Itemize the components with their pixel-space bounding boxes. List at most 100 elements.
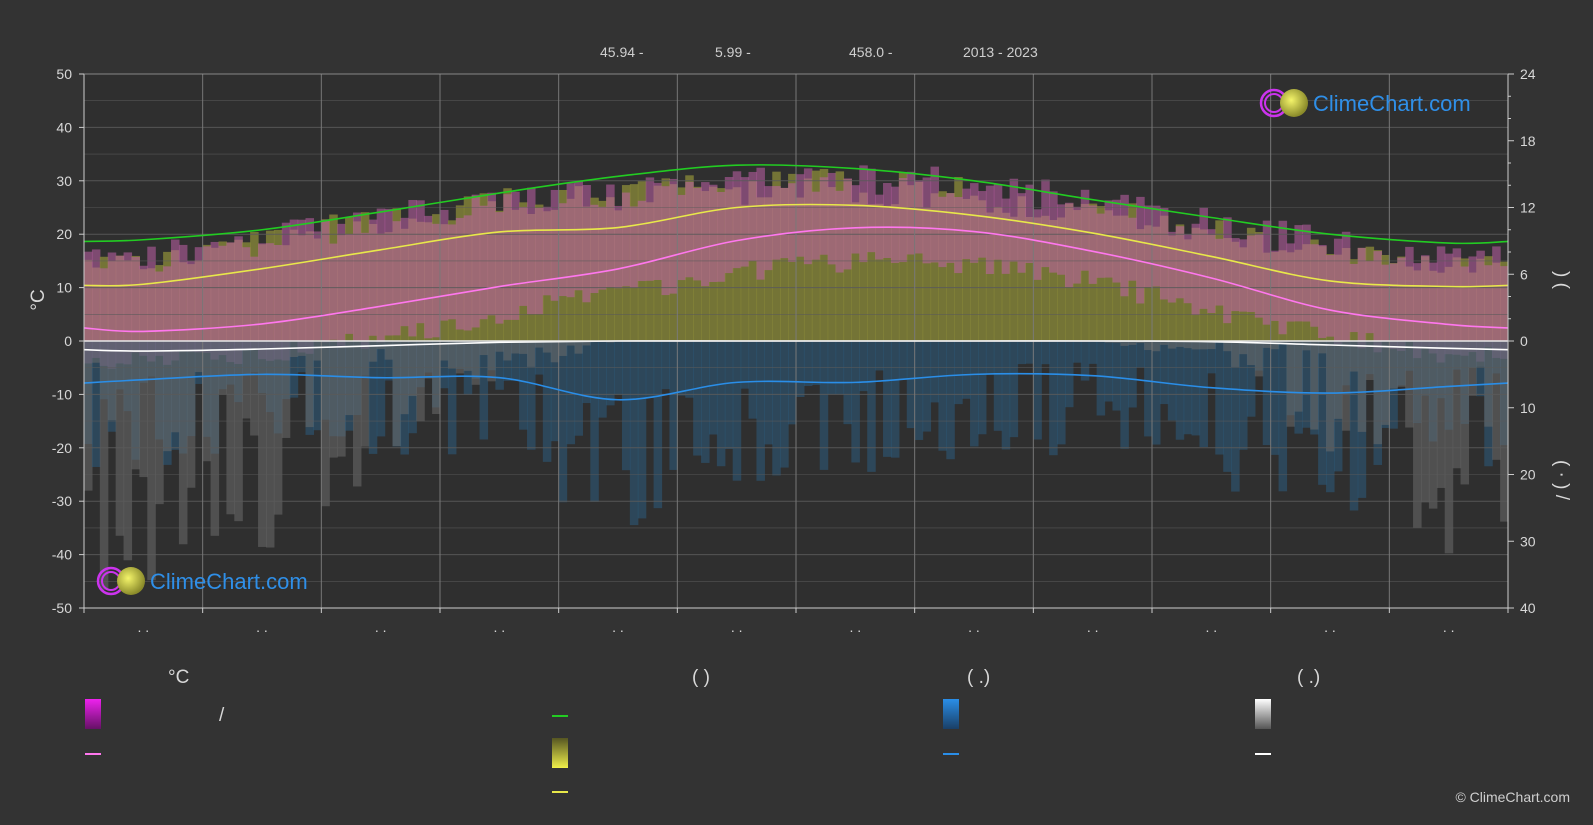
snow-column — [1444, 341, 1454, 554]
temp-range-column — [1215, 238, 1224, 306]
temp-range-column — [914, 180, 924, 254]
temp-range-column — [1333, 238, 1343, 345]
sunshine-column — [970, 195, 979, 341]
precip-column — [495, 341, 504, 390]
temp-range-column — [970, 183, 979, 263]
snow-column — [503, 341, 512, 361]
precip-column — [574, 341, 583, 436]
legend: °C / ( ) ( .) ( .) — [85, 667, 1320, 793]
precip-column — [756, 341, 765, 481]
temp-range-column — [1476, 250, 1485, 362]
snow-column — [440, 341, 449, 361]
precip-column — [1349, 341, 1359, 511]
temp-range-column — [1159, 208, 1169, 300]
snow-column — [289, 341, 299, 358]
precip-column — [922, 341, 932, 432]
plot-fills — [84, 165, 1508, 590]
snow-column — [1167, 341, 1177, 349]
snow-column — [1405, 341, 1414, 428]
sunshine-column — [1057, 217, 1066, 341]
right-precip-tick-label: 10 — [1520, 400, 1536, 416]
precip-column — [1057, 341, 1066, 445]
sunshine-column — [977, 200, 987, 341]
left-tick-label: 10 — [56, 280, 72, 296]
precip-column — [550, 341, 560, 442]
temp-range-column — [558, 203, 568, 297]
precip-column — [898, 341, 908, 380]
temp-range-column — [1492, 246, 1501, 358]
temp-range-column — [1428, 262, 1438, 354]
right-axis-ticks: 24 18 12 6 0 10 20 30 40 — [1508, 66, 1536, 616]
temp-range-column — [123, 252, 133, 365]
precip-column — [748, 341, 758, 419]
left-axis-label: °C — [28, 289, 49, 310]
sunshine-column — [1025, 216, 1034, 341]
precip-column — [930, 341, 939, 403]
brand-logo-bottom: ClimeChart.com — [96, 566, 308, 596]
temp-range-column — [598, 206, 607, 290]
snow-column — [1381, 341, 1390, 425]
header-latitude: 45.94 - — [600, 44, 644, 60]
snow-column — [424, 341, 433, 379]
temp-range-column — [788, 183, 797, 262]
precip-column — [677, 341, 686, 396]
temp-range-column — [1088, 205, 1098, 284]
temp-range-column — [1444, 253, 1454, 355]
temp-range-column — [1278, 220, 1288, 335]
temp-range-column — [218, 245, 227, 356]
snow-column — [1326, 341, 1335, 452]
snow-column — [408, 341, 417, 397]
temp-range-column — [503, 194, 512, 320]
snow-column — [1104, 341, 1114, 343]
precip-column — [384, 341, 394, 381]
precip-column — [788, 341, 797, 425]
header-elevation: 458.0 - — [849, 44, 893, 60]
temp-range-column — [99, 268, 109, 366]
snow-column — [1452, 341, 1462, 469]
snow-column — [194, 341, 204, 373]
sunshine-column — [962, 198, 971, 341]
precip-column — [803, 341, 813, 386]
temp-range-column — [621, 192, 631, 287]
temp-range-column — [1357, 247, 1367, 349]
snow-column — [1136, 341, 1145, 344]
precip-column — [724, 341, 734, 449]
snow-column — [1239, 341, 1248, 355]
temp-range-column — [566, 183, 576, 298]
snow-column — [1231, 341, 1240, 367]
snow-column — [178, 341, 188, 545]
temp-range-column — [273, 244, 283, 360]
temp-range-column — [1246, 235, 1256, 312]
precip-column — [527, 341, 536, 450]
temp-range-column — [803, 168, 813, 265]
snow-column — [479, 341, 489, 356]
temp-range-column — [764, 186, 773, 271]
temp-range-column — [1223, 217, 1232, 324]
right-precip-tick-label: 20 — [1520, 467, 1536, 483]
temp-range-column — [265, 243, 275, 361]
precip-column — [1136, 341, 1145, 368]
snow-column — [273, 341, 283, 515]
x-tick-label: . . — [731, 619, 743, 635]
precip-column — [883, 341, 892, 457]
sunshine-column — [946, 193, 955, 341]
temp-range-column — [811, 191, 821, 260]
x-tick-label: . . — [1443, 619, 1455, 635]
temp-range-column — [669, 178, 678, 294]
temp-range-column — [321, 219, 330, 343]
precip-column — [590, 341, 599, 502]
sunshine-column — [851, 202, 860, 341]
precip-column — [1112, 341, 1121, 411]
temp-range-column — [843, 178, 852, 270]
temp-range-column — [1112, 199, 1121, 283]
snow-column — [258, 341, 267, 547]
temp-range-column — [550, 189, 560, 301]
temp-range-column — [1128, 217, 1137, 281]
temp-range-column — [977, 191, 987, 258]
temp-range-column — [954, 197, 963, 274]
snow-column — [1270, 341, 1280, 350]
precip-column — [780, 341, 789, 468]
temp-range-column — [883, 183, 892, 259]
temp-range-column — [716, 191, 726, 282]
